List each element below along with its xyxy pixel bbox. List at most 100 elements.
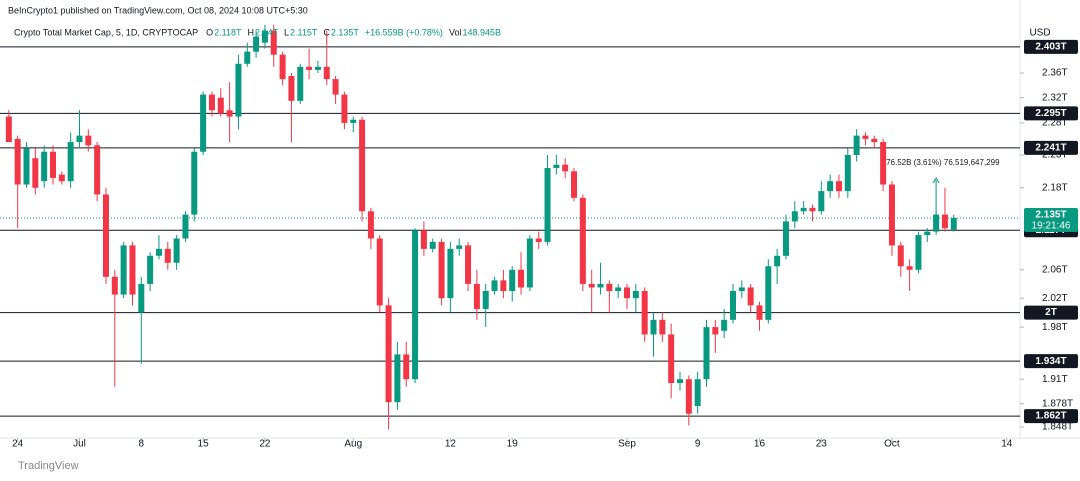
candle-body	[924, 231, 931, 236]
level-label-box	[1024, 354, 1078, 369]
candle-body	[668, 334, 675, 384]
legend-value: 2.118T	[214, 27, 242, 37]
y-tick-label: 2.02T	[1042, 293, 1068, 304]
candle-body	[235, 63, 242, 117]
candle-body	[465, 245, 472, 284]
x-tick-label: 16	[754, 439, 766, 450]
candle-body	[253, 36, 260, 52]
candle-body	[685, 379, 692, 414]
candle-body	[853, 135, 860, 155]
candle-body	[729, 291, 736, 320]
legend-key: C	[323, 27, 330, 37]
candle-body	[491, 280, 498, 292]
candle-body	[67, 142, 74, 182]
legend-volume-key: Vol	[449, 27, 462, 37]
candle-body	[164, 248, 171, 263]
level-label: 1.934T	[1035, 356, 1066, 367]
candle-body	[756, 305, 763, 320]
candle-body	[500, 280, 507, 292]
x-tick-label: 12	[445, 439, 457, 450]
candle-body	[738, 287, 745, 292]
candle-body	[774, 255, 781, 267]
candle-body	[49, 151, 56, 178]
level-label: 2T	[1045, 307, 1057, 318]
candle-body	[809, 207, 816, 212]
candle-body	[624, 287, 631, 299]
candle-body	[244, 51, 251, 64]
candle-body	[173, 238, 180, 263]
x-tick-label: 22	[259, 439, 271, 450]
candle-body	[509, 269, 516, 292]
candle-body	[279, 54, 286, 80]
candle-body	[880, 142, 887, 185]
candle-body	[394, 354, 401, 403]
candle-body	[41, 151, 48, 182]
candle-body	[835, 181, 842, 192]
x-tick-label: 23	[816, 439, 828, 450]
candle-body	[473, 283, 480, 309]
current-price-label: 2.135T	[1035, 210, 1066, 221]
candle-body	[297, 66, 304, 101]
y-tick-label: 2.18T	[1042, 182, 1068, 193]
candle-body	[270, 30, 277, 55]
y-tick-label: 1.98T	[1042, 322, 1068, 333]
candle-body	[447, 248, 454, 299]
candle-body	[933, 214, 940, 232]
candle-body	[341, 94, 348, 123]
x-tick-label: 15	[198, 439, 210, 450]
x-tick-label: Aug	[344, 439, 362, 450]
level-label-box	[1024, 39, 1078, 54]
candle-body	[5, 116, 12, 143]
candle-body	[827, 181, 834, 192]
x-tick-label: Sep	[618, 439, 636, 450]
candle-body	[703, 327, 710, 380]
x-tick-label: 24	[12, 439, 24, 450]
x-tick-label: 14	[1001, 439, 1013, 450]
candle-body	[147, 255, 154, 284]
candle-body	[897, 245, 904, 267]
candle-body	[314, 66, 321, 70]
candle-body	[208, 94, 215, 111]
candle-body	[641, 291, 648, 335]
candle-body	[747, 287, 754, 306]
level-label-box	[1024, 106, 1078, 121]
candle-body	[950, 218, 957, 230]
legend-symbol: Crypto Total Market Cap, 5, 1D, CRYPTOCA…	[14, 27, 198, 37]
candle-body	[659, 319, 666, 335]
candle-body	[323, 66, 330, 80]
legend-value: 2.14T	[255, 27, 279, 37]
candle-body	[791, 211, 798, 222]
x-tick-label: 8	[139, 439, 145, 450]
candle-body	[261, 30, 268, 43]
annotation: 76.52B (3.61%) 76,519,647,299	[886, 158, 1000, 167]
candle-body	[367, 211, 374, 239]
candle-body	[571, 171, 578, 198]
candle-body	[85, 135, 92, 146]
y-tick-label: 1.848T	[1042, 422, 1073, 433]
candle-body	[677, 379, 683, 384]
legend-value: 2.115T	[290, 27, 318, 37]
candle-body	[553, 164, 560, 169]
annotation-arrowhead	[932, 177, 940, 184]
legend-value: 2.135T	[331, 27, 360, 37]
candle-body	[332, 79, 339, 95]
level-label-box	[1024, 140, 1078, 155]
level-label: 2.295T	[1035, 108, 1066, 119]
candle-body	[429, 241, 436, 249]
candle-body	[694, 379, 701, 406]
y-tick-label: 2.32T	[1042, 92, 1068, 103]
level-label-box	[1024, 409, 1078, 424]
candle-body	[412, 230, 419, 380]
candle-body	[650, 319, 657, 335]
currency: USD	[1029, 28, 1050, 39]
candle-body	[588, 283, 595, 288]
candle-body	[129, 245, 136, 295]
candle-body	[615, 287, 622, 292]
candle-body	[906, 266, 913, 270]
x-tick-label: Jul	[73, 439, 86, 450]
candle-body	[482, 291, 489, 309]
candle-body	[800, 207, 807, 212]
candle-body	[191, 151, 198, 215]
candle-body	[544, 168, 551, 242]
candle-body	[288, 76, 295, 101]
